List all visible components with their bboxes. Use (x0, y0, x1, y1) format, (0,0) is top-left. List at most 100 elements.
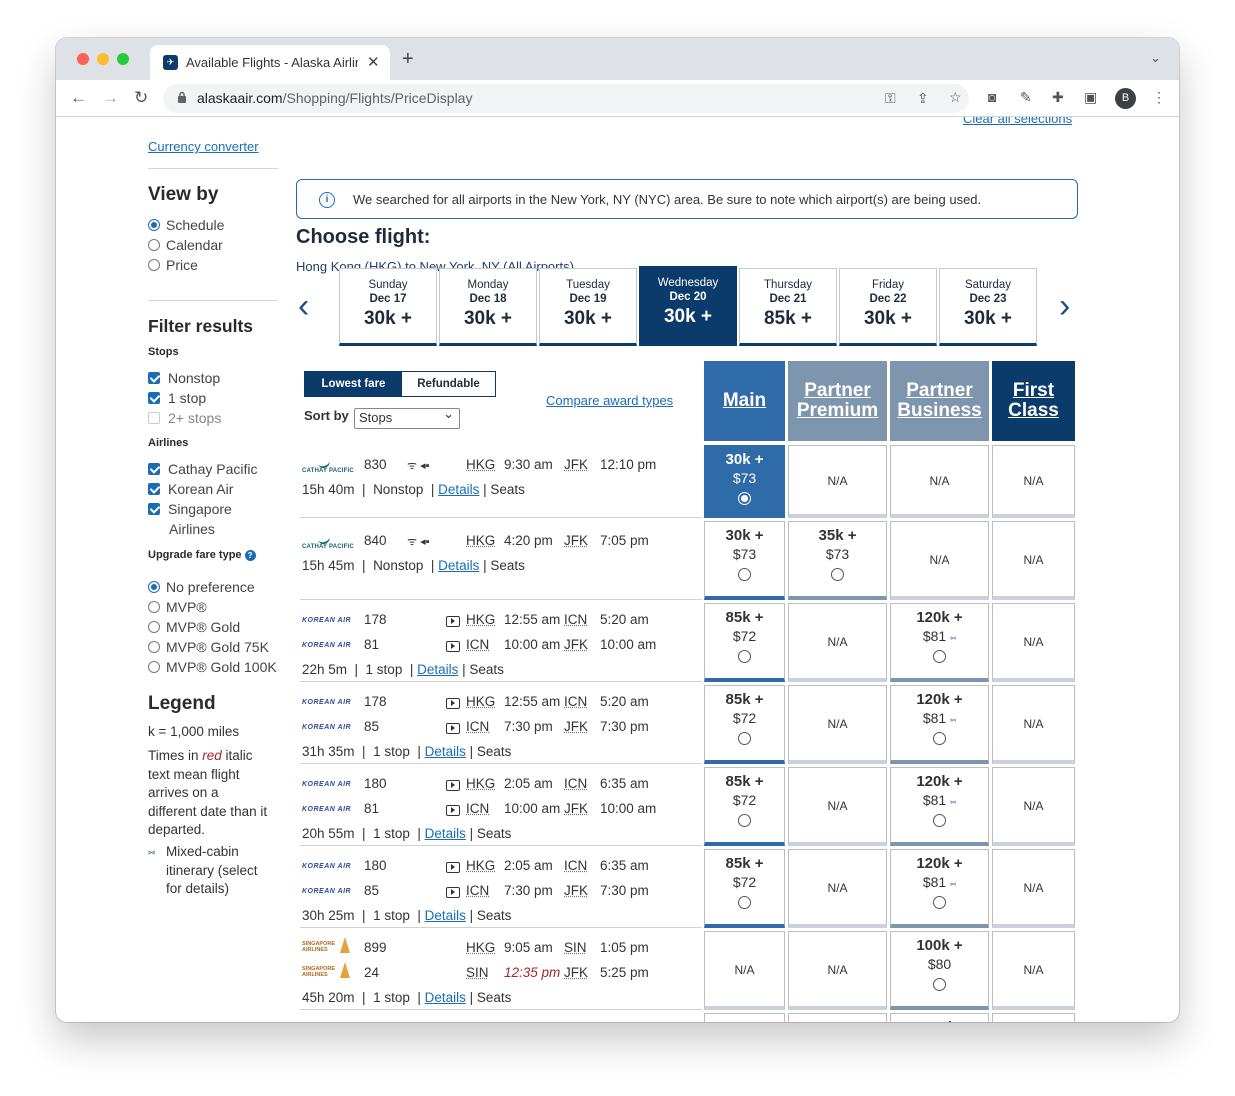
filter-1-stop-checkbox[interactable]: 1 stop (148, 390, 206, 406)
seats-link[interactable]: Seats (490, 482, 525, 497)
fare-select-radio[interactable] (831, 568, 844, 581)
reload-icon[interactable]: ↻ (134, 88, 149, 107)
date-tab-0[interactable]: Sunday Dec 17 30k + (339, 268, 437, 346)
minimize-window-button[interactable] (97, 53, 109, 65)
fare-select-radio[interactable] (933, 814, 946, 827)
details-link[interactable]: Details (424, 990, 466, 1005)
fare-cell-pp[interactable]: 35k + $73 (788, 521, 887, 600)
fare-cell-main[interactable]: 85k + $72 (704, 603, 785, 682)
filter-singapore-checkbox[interactable]: Singapore (148, 501, 232, 517)
address-bar[interactable]: alaskaair.com/Shopping/Flights/PriceDisp… (163, 84, 969, 113)
refundable-tab[interactable]: Refundable (417, 378, 480, 390)
fare-cell-main[interactable]: 85k + $72 (704, 767, 785, 846)
destination-airport: ICN (564, 612, 588, 627)
details-link[interactable]: Details (438, 558, 480, 573)
lowest-fare-tab[interactable]: Lowest fare (305, 372, 402, 396)
tab-search-chevron-icon[interactable]: ⌄ (1150, 50, 1161, 65)
date-tab-2[interactable]: Tuesday Dec 19 30k + (539, 268, 637, 346)
upgrade-mvp-gold-100k-radio[interactable]: MVP® Gold 100K (148, 659, 277, 675)
upgrade-mvp-gold-75k-radio[interactable]: MVP® Gold 75K (148, 639, 269, 655)
date-price: 30k + (963, 308, 1013, 329)
seats-link[interactable]: Seats (469, 662, 504, 677)
seats-link[interactable]: Seats (476, 826, 512, 841)
fare-select-radio[interactable] (933, 978, 946, 991)
previous-dates-arrow-icon[interactable]: ‹ (298, 287, 310, 325)
date-date: Dec 20 (669, 291, 707, 303)
camera-icon[interactable]: ◙ (988, 89, 997, 105)
forward-arrow-icon[interactable]: → (102, 88, 119, 107)
share-icon[interactable]: ⇪ (917, 90, 929, 106)
details-link[interactable]: Details (417, 662, 459, 677)
filter-cathay-pacific-checkbox[interactable]: Cathay Pacific (148, 461, 257, 477)
profile-avatar[interactable]: B (1115, 88, 1136, 109)
view-price-radio[interactable]: Price (148, 257, 198, 273)
upgrade-no-preference-radio[interactable]: No preference (148, 579, 255, 595)
browser-tab[interactable]: ✈ Available Flights - Alaska Airlines ✕ (150, 45, 390, 80)
upgrade-mvp-radio[interactable]: MVP® (148, 599, 207, 615)
filter-nonstop-checkbox[interactable]: Nonstop (148, 370, 220, 386)
fare-select-radio[interactable] (933, 896, 946, 909)
filter-korean-air-checkbox[interactable]: Korean Air (148, 481, 233, 497)
not-available-text: N/A (1023, 881, 1044, 895)
fare-cell-main[interactable]: 85k + $72 (704, 849, 785, 928)
column-first-class[interactable]: First Class (992, 361, 1075, 441)
seats-link[interactable]: Seats (490, 558, 525, 573)
extensions-puzzle-icon[interactable]: ✚ (1052, 89, 1064, 105)
fare-select-radio[interactable] (738, 896, 751, 909)
seats-link[interactable]: Seats (476, 744, 512, 759)
fare-select-radio[interactable] (933, 732, 946, 745)
menu-kebab-icon[interactable]: ⋮ (1152, 89, 1166, 105)
fare-select-radio[interactable] (738, 814, 751, 827)
compare-award-types-link[interactable]: Compare award types (546, 393, 674, 408)
fare-cell-pp: N/A (788, 603, 887, 682)
side-panel-icon[interactable]: ▣ (1084, 89, 1098, 105)
destination-airport: JFK (564, 801, 589, 816)
seats-link[interactable]: Seats (476, 990, 512, 1005)
fare-cell-pb[interactable]: 100k + $80 (890, 931, 989, 1010)
bookmark-star-icon[interactable]: ☆ (949, 89, 962, 105)
fare-select-radio[interactable] (738, 650, 751, 663)
eyedropper-icon[interactable]: ✎ (1020, 89, 1032, 105)
help-question-icon[interactable]: ? (244, 550, 256, 561)
fare-cell-main[interactable]: 85k + $72 (704, 685, 785, 764)
details-link[interactable]: Details (424, 908, 466, 923)
column-partner-premium[interactable]: Partner Premium (788, 361, 887, 441)
details-link[interactable]: Details (424, 826, 466, 841)
column-partner-business[interactable]: Partner Business (890, 361, 989, 441)
currency-converter-link[interactable]: Currency converter (148, 139, 259, 154)
column-main[interactable]: Main (704, 361, 785, 441)
sort-by-select[interactable]: Stops (354, 406, 460, 429)
fare-cell-pb[interactable]: 120k (890, 1013, 989, 1022)
date-tab-3[interactable]: Wednesday Dec 20 30k + (639, 266, 737, 346)
fare-cell-main[interactable]: 30k + $73 (704, 521, 785, 600)
date-tab-6[interactable]: Saturday Dec 23 30k + (939, 268, 1037, 346)
not-available-text: N/A (827, 717, 848, 731)
back-arrow-icon[interactable]: ← (70, 88, 87, 107)
fare-select-radio[interactable] (738, 492, 751, 505)
fare-cell-pb[interactable]: 120k + $81 ⑅ (890, 767, 989, 846)
details-link[interactable]: Details (438, 482, 480, 497)
new-tab-icon[interactable]: + (402, 48, 414, 70)
close-window-button[interactable] (77, 53, 89, 65)
date-tab-4[interactable]: Thursday Dec 21 85k + (739, 268, 837, 346)
fare-select-radio[interactable] (738, 732, 751, 745)
fare-cell-pb[interactable]: 120k + $81 ⑅ (890, 685, 989, 764)
clear-all-selections-link[interactable]: Clear all selections (963, 117, 1073, 126)
date-tab-1[interactable]: Monday Dec 18 30k + (439, 268, 537, 346)
key-icon[interactable]: ⚿ (885, 90, 896, 106)
details-link[interactable]: Details (424, 744, 466, 759)
maximize-window-button[interactable] (117, 53, 129, 65)
fare-cell-pb[interactable]: 120k + $81 ⑅ (890, 849, 989, 928)
close-tab-icon[interactable]: ✕ (367, 54, 380, 71)
seats-link[interactable]: Seats (476, 908, 512, 923)
upgrade-mvp-gold-radio[interactable]: MVP® Gold (148, 619, 240, 635)
filter-2plus-stops-checkbox[interactable]: 2+ stops (148, 410, 221, 426)
view-schedule-radio[interactable]: Schedule (148, 217, 224, 233)
fare-cell-main[interactable]: 30k + $73 (704, 445, 785, 518)
date-tab-5[interactable]: Friday Dec 22 30k + (839, 268, 937, 346)
view-calendar-radio[interactable]: Calendar (148, 237, 223, 253)
fare-cell-pb[interactable]: 120k + $81 ⑅ (890, 603, 989, 682)
fare-select-radio[interactable] (738, 568, 751, 581)
fare-select-radio[interactable] (933, 650, 946, 663)
next-dates-arrow-icon[interactable]: › (1059, 287, 1071, 325)
